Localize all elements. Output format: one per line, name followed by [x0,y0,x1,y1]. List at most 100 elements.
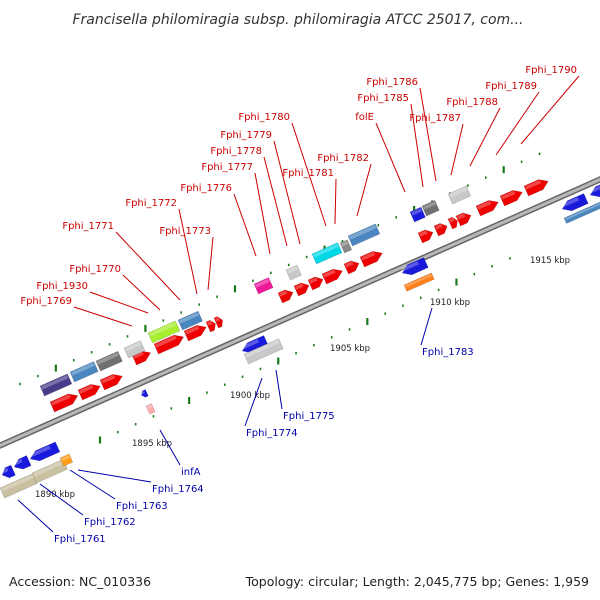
gene-label-fphi-1761[interactable]: Fphi_1761 [54,534,106,545]
gene-label-fphi-1770[interactable]: Fphi_1770 [69,264,121,275]
gene-feature[interactable] [205,319,218,333]
gene-label-fphi-1769[interactable]: Fphi_1769 [20,296,72,307]
gene-feature[interactable] [403,272,435,292]
gene-label-fphi-1788[interactable]: Fphi_1788 [446,97,498,108]
gene-feature[interactable] [77,381,103,401]
gene-label-fphi-1778[interactable]: Fphi_1778 [210,146,262,157]
gene-label-infa[interactable]: infA [181,467,201,478]
scale-label: 1905 kbp [330,344,370,354]
gene-feature[interactable] [0,473,38,499]
gene-feature[interactable] [123,340,146,359]
gene-label-fphi-1762[interactable]: Fphi_1762 [84,517,136,528]
gene-feature[interactable] [417,227,435,244]
gene-label-fphi-1764[interactable]: Fphi_1764 [152,484,204,495]
gene-feature[interactable] [475,197,501,217]
leader-line [263,156,288,247]
leader-line [244,377,263,427]
gene-feature[interactable] [433,221,449,237]
gene-label-fphi-1779[interactable]: Fphi_1779 [220,130,272,141]
gene-feature[interactable] [140,389,149,399]
gene-feature[interactable] [588,181,600,200]
gene-feature[interactable] [95,350,123,372]
gene-label-fole[interactable]: folE [355,112,374,123]
gene-label-fphi-1787[interactable]: Fphi_1787 [409,113,461,124]
gene-feature[interactable] [49,391,80,413]
gene-label-fphi-1771[interactable]: Fphi_1771 [62,221,114,232]
scale-label: 1915 kbp [530,256,570,266]
gene-feature[interactable] [307,274,325,291]
gene-feature[interactable] [145,403,156,415]
leader-line [419,87,437,182]
leader-line [178,208,198,295]
label-leader-lines [17,75,580,533]
gene-feature[interactable] [311,242,343,265]
gene-label-fphi-1783[interactable]: Fphi_1783 [422,347,474,358]
gene-feature[interactable] [359,248,385,268]
genome-backbone [0,176,600,449]
gene-feature[interactable] [347,223,381,247]
leader-line [291,122,327,227]
gene-feature[interactable] [183,322,209,342]
gene-feature[interactable] [69,361,99,383]
gene-feature[interactable] [293,280,311,297]
gene-feature[interactable] [343,258,361,275]
gene-feature[interactable] [59,453,74,467]
gene-label-fphi-1785[interactable]: Fphi_1785 [357,93,409,104]
gene-feature[interactable] [523,176,550,197]
leader-line [69,469,116,500]
gene-feature[interactable] [409,206,426,223]
leader-line [275,369,283,410]
leader-line [115,231,181,301]
gene-label-fphi-1775[interactable]: Fphi_1775 [283,411,335,422]
gene-feature[interactable] [213,315,225,329]
gene-feature[interactable] [39,373,73,397]
gene-feature[interactable] [563,197,600,224]
gene-label-fphi-1781[interactable]: Fphi_1781 [282,168,334,179]
gene-feature[interactable] [455,210,473,227]
gene-feature[interactable] [447,216,460,230]
gene-feature[interactable] [243,338,284,365]
map-title: Francisella philomiragia subsp. philomir… [72,12,523,28]
gene-label-fphi-1786[interactable]: Fphi_1786 [366,77,418,88]
gene-feature[interactable] [147,320,181,344]
gene-label-fphi-1782[interactable]: Fphi_1782 [317,153,369,164]
accession-text: Accession: NC_010336 [9,574,152,589]
gene-feature[interactable] [421,199,440,217]
gene-label-fphi-1772[interactable]: Fphi_1772 [125,198,177,209]
gene-feature[interactable] [253,277,274,295]
gene-feature[interactable] [153,332,186,355]
leader-line [159,429,181,466]
leader-line [273,140,301,245]
gene-feature[interactable] [177,310,203,331]
gene-label-fphi-1773[interactable]: Fphi_1773 [159,226,211,237]
gene-feature[interactable] [447,185,472,205]
gene-feature[interactable] [0,464,16,480]
gene-feature[interactable] [499,187,525,207]
gene-feature[interactable] [321,266,345,285]
gene-feature[interactable] [339,239,353,254]
gene-label-fphi-1790[interactable]: Fphi_1790 [525,65,577,76]
gene-label-fphi-1776[interactable]: Fphi_1776 [180,183,232,194]
gene-feature[interactable] [28,441,61,464]
gene-feature[interactable] [400,257,429,278]
leader-line [375,122,406,193]
gene-features [0,176,600,499]
gene-label-fphi-1763[interactable]: Fphi_1763 [116,501,168,512]
leader-line [356,163,372,217]
gene-feature[interactable] [99,371,125,391]
gene-feature[interactable] [560,193,589,214]
gene-feature[interactable] [12,455,32,473]
gene-label-fphi-1780[interactable]: Fphi_1780 [238,112,290,123]
gene-feature[interactable] [277,287,295,304]
gene-label-fphi-1777[interactable]: Fphi_1777 [201,162,253,173]
gene-labels: Fphi_1769 Fphi_1930 Fphi_1770 Fphi_1771 Fphi… [20,65,577,545]
gene-feature[interactable] [31,458,68,484]
gene-label-fphi-1774[interactable]: Fphi_1774 [246,428,298,439]
gene-feature[interactable] [285,264,302,281]
leader-line [122,274,161,311]
gene-label-fphi-1789[interactable]: Fphi_1789 [485,81,537,92]
leader-line [334,178,337,225]
gene-label-fphi-1930[interactable]: Fphi_1930 [36,281,88,292]
